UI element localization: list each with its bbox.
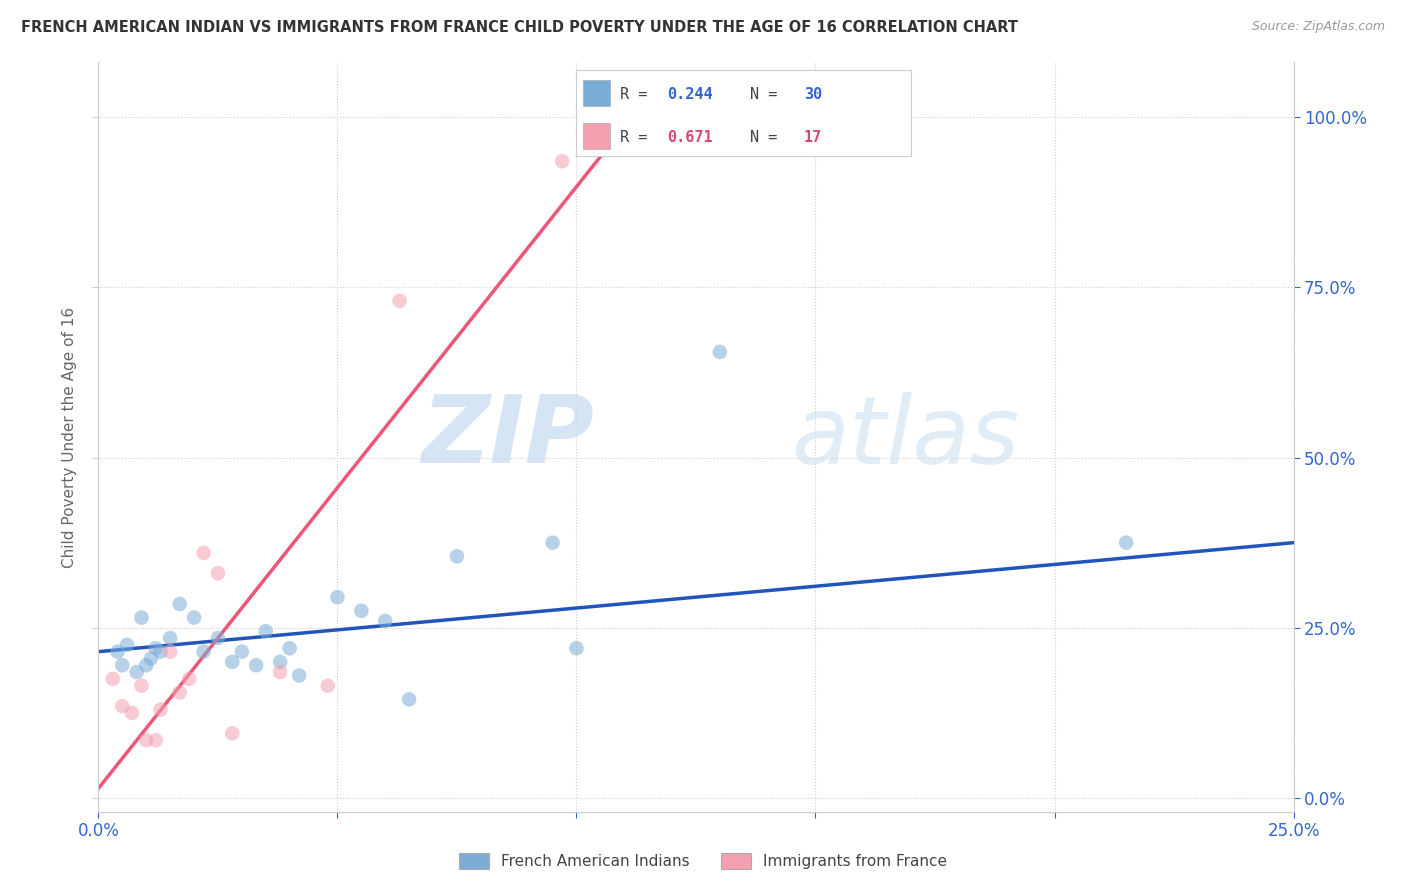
Point [374,614,396,628]
Point [551,154,574,169]
Point [278,641,301,656]
Point [107,645,129,659]
Point [101,672,124,686]
Point [169,685,191,699]
Point [269,655,291,669]
Point [139,651,162,665]
Point [326,590,349,604]
Point [565,641,588,656]
Point [149,702,172,716]
Point [125,665,148,679]
Point [207,631,229,645]
Point [121,706,143,720]
Point [231,645,253,659]
Text: FRENCH AMERICAN INDIAN VS IMMIGRANTS FROM FRANCE CHILD POVERTY UNDER THE AGE OF : FRENCH AMERICAN INDIAN VS IMMIGRANTS FRO… [21,20,1018,35]
Point [115,638,138,652]
Point [446,549,468,564]
Point [541,535,564,549]
Point [159,645,181,659]
Point [111,699,134,714]
Point [221,726,243,740]
Point [388,293,411,308]
Point [207,566,229,581]
Legend: French American Indians, Immigrants from France: French American Indians, Immigrants from… [453,847,953,875]
Text: Source: ZipAtlas.com: Source: ZipAtlas.com [1251,20,1385,33]
Point [193,546,215,560]
Text: atlas: atlas [792,392,1019,483]
Point [131,679,153,693]
Point [269,665,291,679]
Point [145,641,167,656]
Point [149,645,172,659]
Point [254,624,277,639]
Point [131,610,153,624]
Point [316,679,339,693]
Point [709,345,731,359]
Point [111,658,134,673]
Point [193,645,215,659]
Point [221,655,243,669]
Point [169,597,191,611]
Point [145,733,167,747]
Y-axis label: Child Poverty Under the Age of 16: Child Poverty Under the Age of 16 [62,307,77,567]
Point [398,692,420,706]
Point [135,658,157,673]
Point [288,668,311,682]
Text: ZIP: ZIP [422,391,595,483]
Point [179,672,201,686]
Point [135,733,157,747]
Point [159,631,181,645]
Point [1115,535,1137,549]
Point [245,658,267,673]
Point [350,604,373,618]
Point [183,610,205,624]
